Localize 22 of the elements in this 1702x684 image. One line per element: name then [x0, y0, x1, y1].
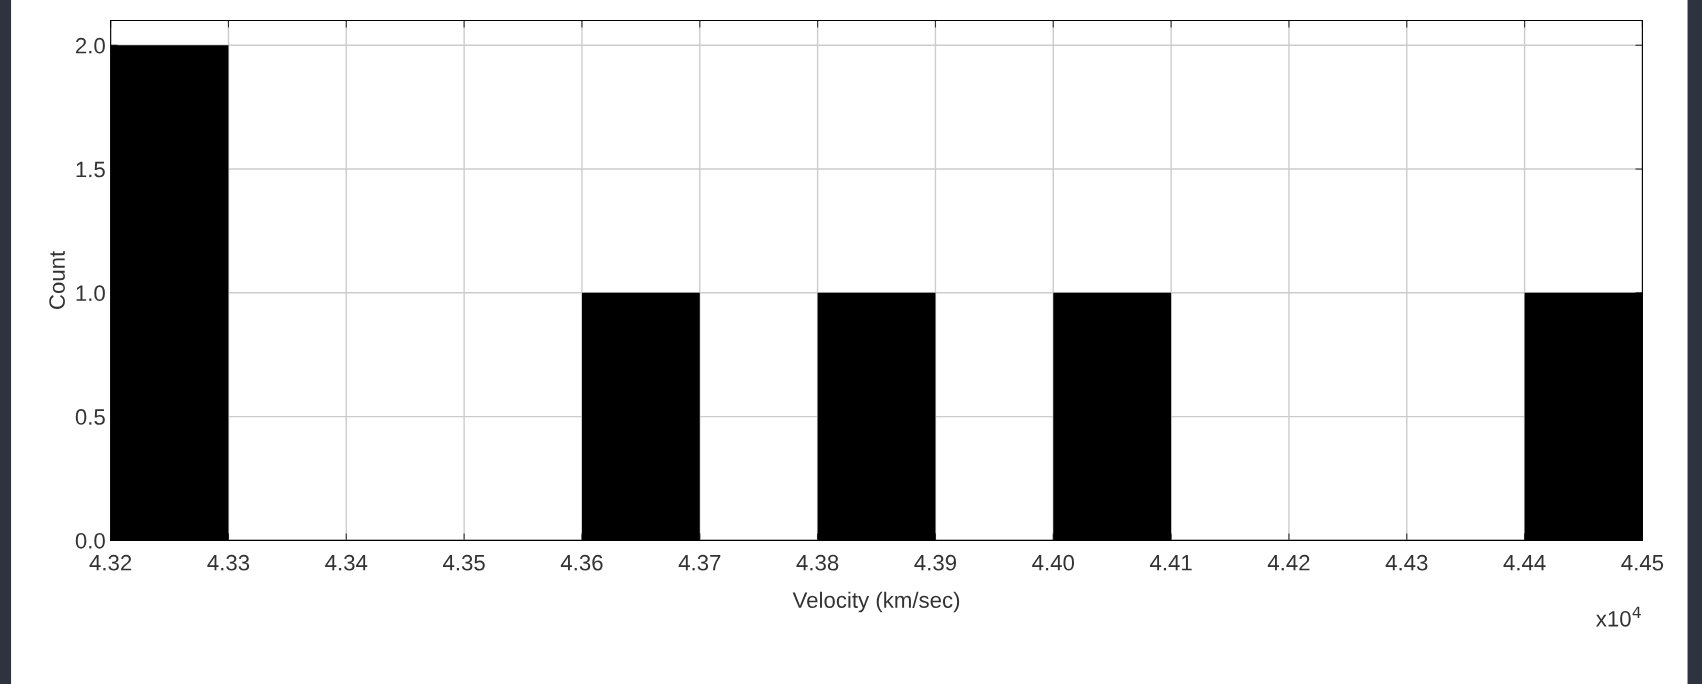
- x-tick-label: 4.38: [796, 554, 839, 571]
- x-tick-label: 4.44: [1503, 555, 1546, 571]
- y-axis-title: Count: [49, 250, 65, 309]
- y-tick-label: 0.0: [75, 532, 105, 549]
- x-tick-label: 4.33: [207, 554, 250, 571]
- x-tick-label: 4.39: [914, 554, 957, 571]
- x-tick-label: 4.41: [1149, 555, 1192, 571]
- x-tick-label: 4.36: [560, 554, 603, 571]
- text: x10$^{4}$: [1596, 606, 1641, 627]
- y-tick-label: 2.0: [76, 37, 105, 54]
- x-tick-label: 4.34: [325, 554, 368, 571]
- x-tick-label: 4.40: [1032, 554, 1075, 571]
- x-tick-label: 4.32: [89, 554, 132, 571]
- y-tick-label: 1.0: [76, 285, 105, 302]
- x-axis-title: Velocity (km/sec): [792, 591, 960, 613]
- x-tick-label: 4.37: [678, 554, 721, 571]
- y-tick-label: 0.5: [75, 409, 105, 425]
- x-tick-label: 4.42: [1267, 554, 1310, 571]
- x-tick-label: 4.35: [443, 554, 485, 571]
- y-tick-label: 1.5: [76, 161, 105, 178]
- x-tick-label: 4.43: [1385, 554, 1428, 571]
- x-tick-label: 4.45: [1621, 555, 1664, 571]
